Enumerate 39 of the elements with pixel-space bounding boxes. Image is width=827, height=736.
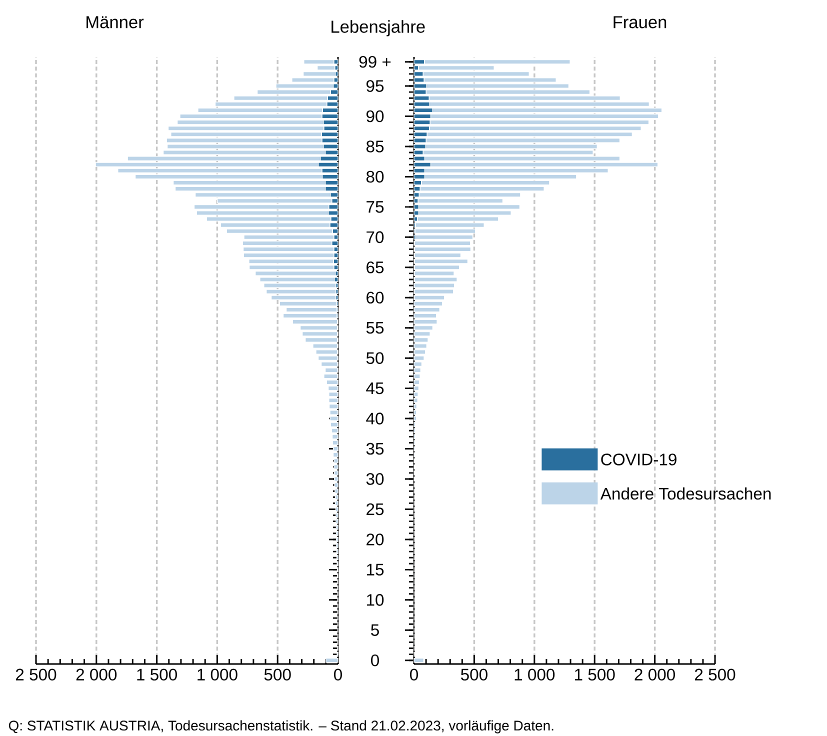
x-tick-label: 2 500: [16, 668, 56, 681]
y-tick-label: 5: [371, 624, 379, 636]
y-tick-label: 0: [371, 654, 379, 666]
y-tick-label: 65: [366, 262, 384, 274]
chart-title: Frauen: [614, 16, 666, 28]
y-tick-label: 95: [366, 80, 384, 92]
x-tick-label: 0: [334, 668, 342, 681]
y-tick-label: 50: [366, 352, 384, 364]
y-tick-label: 35: [366, 442, 384, 455]
chart-title: Männer: [86, 16, 144, 28]
y-tick-label: 75: [366, 201, 384, 213]
x-tick-label: 2 000: [76, 668, 117, 681]
y-axis-title: Lebensjahre: [332, 20, 425, 36]
y-tick-label: 45: [366, 382, 384, 394]
x-tick-label: 500: [460, 668, 488, 681]
y-tick-label: 55: [366, 322, 384, 334]
legend-label: Andere Todesursachen: [600, 487, 771, 500]
y-tick-label: 20: [366, 534, 384, 546]
y-tick-label: 25: [366, 503, 384, 516]
legend-label: COVID-19: [601, 454, 676, 466]
text: Q: STATISTIK AUSTRIA, Todesursachenstatistik. – Stand 21.02.2023, vorläufige Daten.: [8, 720, 554, 734]
x-tick-label: 0: [410, 668, 418, 681]
x-tick-label: 1 500: [575, 668, 615, 681]
y-tick-label: 70: [366, 231, 384, 244]
y-tick-label: 85: [366, 140, 384, 152]
y-tick-label: 10: [367, 594, 384, 606]
x-tick-label: 2 500: [694, 668, 736, 681]
y-tick-label: 30: [366, 473, 384, 485]
y-tick-label: 60: [366, 292, 384, 304]
y-tick-label: 40: [366, 412, 384, 424]
x-tick-label: 2 000: [634, 668, 675, 681]
x-tick-label: 1 000: [198, 668, 238, 681]
x-tick-label: 500: [264, 668, 291, 681]
y-tick-label: 99 +: [359, 56, 391, 68]
y-tick-label: 90: [366, 110, 384, 122]
y-tick-label: 15: [367, 564, 384, 576]
y-tick-label: 80: [366, 170, 384, 183]
x-tick-label: 1 500: [137, 668, 177, 681]
x-tick-label: 1 000: [514, 668, 555, 681]
